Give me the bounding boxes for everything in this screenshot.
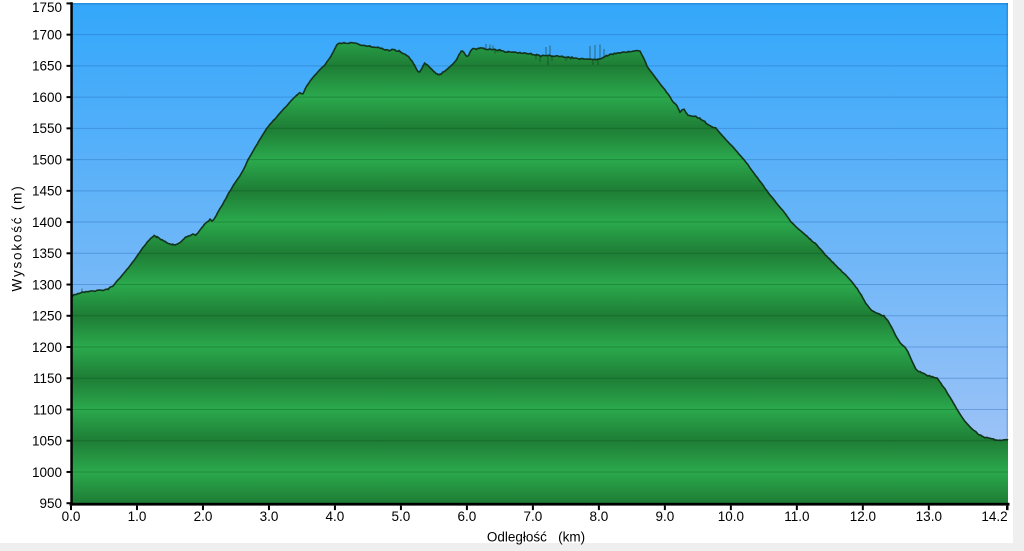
svg-text:10.0: 10.0 (718, 509, 744, 524)
svg-text:12.0: 12.0 (850, 509, 876, 524)
svg-text:1000: 1000 (32, 465, 62, 480)
svg-text:1700: 1700 (32, 27, 62, 42)
svg-text:7.0: 7.0 (524, 509, 543, 524)
svg-text:950: 950 (39, 496, 62, 511)
svg-text:1250: 1250 (32, 309, 62, 324)
svg-text:2.0: 2.0 (194, 509, 213, 524)
svg-text:1.0: 1.0 (128, 509, 147, 524)
svg-text:1600: 1600 (32, 90, 62, 105)
svg-text:1300: 1300 (32, 277, 62, 292)
svg-text:1100: 1100 (33, 402, 62, 417)
svg-text:11.0: 11.0 (784, 509, 809, 524)
svg-text:8.0: 8.0 (589, 509, 608, 524)
svg-text:1750: 1750 (32, 0, 62, 15)
svg-text:1650: 1650 (32, 59, 62, 74)
svg-text:1400: 1400 (32, 215, 62, 230)
svg-text:1500: 1500 (32, 152, 62, 167)
svg-text:Wysokość (m): Wysokość (m) (10, 185, 25, 292)
svg-text:4.0: 4.0 (326, 509, 345, 524)
svg-text:1550: 1550 (32, 121, 62, 136)
svg-text:1150: 1150 (33, 371, 62, 386)
svg-text:1350: 1350 (32, 246, 62, 261)
svg-text:Odległość (km): Odległość (km) (487, 530, 585, 545)
svg-text:5.0: 5.0 (392, 509, 411, 524)
svg-text:1200: 1200 (32, 340, 62, 355)
svg-text:1450: 1450 (32, 184, 62, 199)
svg-text:3.0: 3.0 (260, 509, 279, 524)
svg-text:9.0: 9.0 (655, 509, 674, 524)
svg-text:13.0: 13.0 (916, 509, 942, 524)
svg-text:1050: 1050 (32, 434, 62, 449)
svg-text:0.0: 0.0 (62, 509, 81, 524)
svg-text:6.0: 6.0 (458, 509, 477, 524)
svg-text:14.2: 14.2 (981, 509, 1007, 524)
